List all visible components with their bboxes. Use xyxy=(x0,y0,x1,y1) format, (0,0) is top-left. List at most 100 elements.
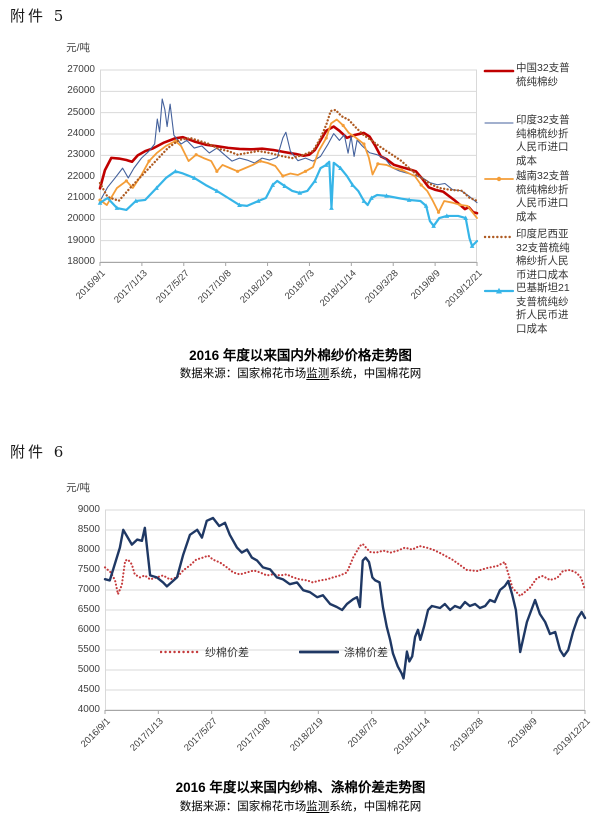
x-tick-label: 2016/9/1 xyxy=(78,716,113,750)
dot-marker xyxy=(362,142,366,146)
triangle-marker xyxy=(444,213,450,218)
dot-marker xyxy=(281,174,285,178)
series-line xyxy=(98,108,479,202)
x-tick-label: 2019/8/9 xyxy=(505,716,540,750)
legend-label: 印度32支普纯棉梳纱折人民币进口成本 xyxy=(516,114,570,167)
triangle-marker xyxy=(463,215,468,220)
triangle-marker xyxy=(154,185,159,190)
legend-item: 巴基斯坦21支普梳纯纱折人民币进口成本 xyxy=(483,282,601,336)
dot-marker xyxy=(341,123,345,128)
series-line xyxy=(99,118,478,219)
triangle-marker xyxy=(191,175,197,180)
chart2-title: 2016 年度以来国内纱棉、涤棉价差走势图 xyxy=(175,780,426,795)
y-tick-label: 6500 xyxy=(77,604,100,615)
x-tick-label: 2019/12/21 xyxy=(551,716,593,758)
y-tick-label: 23000 xyxy=(67,149,95,161)
x-tick-label: 2019/3/28 xyxy=(448,716,487,754)
legend-item: 涤棉价差 xyxy=(299,644,388,660)
triangle-marker xyxy=(469,243,475,248)
chart-plot-area xyxy=(97,69,479,266)
legend-line-sample xyxy=(483,69,515,73)
dot-marker xyxy=(194,153,198,157)
dot-marker xyxy=(324,136,328,140)
legend-line-sample xyxy=(160,650,200,654)
y-tick-label: 8500 xyxy=(77,524,100,535)
triangle-marker xyxy=(114,205,120,210)
triangle-marker xyxy=(350,182,355,187)
y-tick-label: 4000 xyxy=(77,704,100,715)
y-tick-label: 9000 xyxy=(77,504,100,515)
dot-marker xyxy=(376,162,380,166)
dot-marker xyxy=(400,168,404,172)
dot-marker xyxy=(303,169,308,173)
x-tick-label: 2018/11/14 xyxy=(391,716,433,757)
legend-label: 中国32支普梳纯棉纱 xyxy=(516,62,570,88)
legend-item: 纱棉价差 xyxy=(160,644,249,660)
triangle-marker xyxy=(431,223,436,228)
series-line xyxy=(98,160,479,248)
legend-item: 越南32支普梳纯棉纱折人民币进口成本 xyxy=(484,170,601,224)
triangle-marker xyxy=(329,205,334,210)
legend-line-sample xyxy=(483,287,515,294)
triangle-marker xyxy=(133,198,139,203)
legend-line-sample xyxy=(483,235,515,239)
x-tick-label: 2018/7/3 xyxy=(345,716,380,750)
y-tick-label: 27000 xyxy=(67,64,95,75)
x-tick-label: 2017/10/8 xyxy=(235,716,273,754)
legend-label: 越南32支普梳纯棉纱折人民币进口成本 xyxy=(516,170,570,223)
triangle-marker xyxy=(282,183,288,188)
series-line xyxy=(98,125,479,215)
y-tick-label: 18000 xyxy=(67,256,95,267)
legend-label: 巴基斯坦21支普梳纯纱折人民币进口成本 xyxy=(516,282,570,335)
chart1-title: 2016 年度以来国内外棉纱价格走势图 xyxy=(189,348,412,363)
attachment-5-label: 附件 5 xyxy=(10,7,67,25)
source-text: 数据来源：国家棉花市场 xyxy=(179,368,307,380)
dot-marker xyxy=(258,159,262,163)
source-underlined-text: 监测 xyxy=(306,368,330,380)
triangle-marker xyxy=(423,203,429,208)
legend-label: 纱棉价差 xyxy=(205,647,249,659)
triangle-marker xyxy=(270,182,275,187)
dot-marker xyxy=(173,139,177,143)
source-text: 系统，中国棉花网 xyxy=(329,801,422,813)
dot-marker xyxy=(458,203,462,207)
y-tick-label: 21000 xyxy=(67,192,95,203)
triangle-marker xyxy=(214,188,220,193)
dot-marker xyxy=(419,183,423,187)
x-tick-label: 2017/5/27 xyxy=(181,716,220,754)
dot-marker xyxy=(236,169,240,173)
triangle-marker xyxy=(297,190,303,195)
series-line xyxy=(99,98,478,204)
triangle-marker xyxy=(256,198,261,203)
triangle-marker xyxy=(369,195,374,200)
y-tick-label: 4500 xyxy=(77,684,100,695)
triangle-marker xyxy=(237,202,242,207)
legend-label: 涤棉价差 xyxy=(344,647,388,659)
legend-line-sample xyxy=(484,122,514,124)
x-tick-label: 2017/1/13 xyxy=(128,716,167,754)
chart1-source: 数据来源：国家棉花市场监测系统，中国棉花网 xyxy=(0,365,601,381)
price-spread-chart: 元/吨 4000 4500 5000 5500 6000 6500 7000 7500 8000… xyxy=(0,470,601,823)
y-tick-label: 7000 xyxy=(77,584,100,595)
triangle-marker xyxy=(312,178,318,183)
source-text: 系统，中国棉花网 xyxy=(329,368,422,380)
dot-marker xyxy=(436,210,441,214)
source-text: 数据来源：国家棉花市场 xyxy=(179,801,307,813)
triangle-marker xyxy=(338,165,343,171)
triangle-marker xyxy=(323,162,329,167)
legend-line-sample xyxy=(484,176,514,182)
yarn-price-chart: 元/吨 18000 19000 20000 21000 22000 23000 24000 2… xyxy=(0,36,601,396)
y-tick-label: 26000 xyxy=(67,85,95,97)
y-tick-label: 20000 xyxy=(67,213,95,225)
series-line xyxy=(103,516,587,680)
triangle-marker xyxy=(361,198,367,203)
y-tick-label: 24000 xyxy=(67,128,95,139)
legend-item: 印度尼西亚32支普梳纯棉纱折人民币进口成本 xyxy=(483,228,601,282)
y-tick-label: 25000 xyxy=(67,106,95,118)
triangle-marker xyxy=(173,168,178,174)
dot-marker xyxy=(98,198,102,202)
triangle-marker xyxy=(97,200,103,205)
y-tick-label: 7500 xyxy=(77,564,100,575)
y-tick-label: 6000 xyxy=(77,624,100,635)
